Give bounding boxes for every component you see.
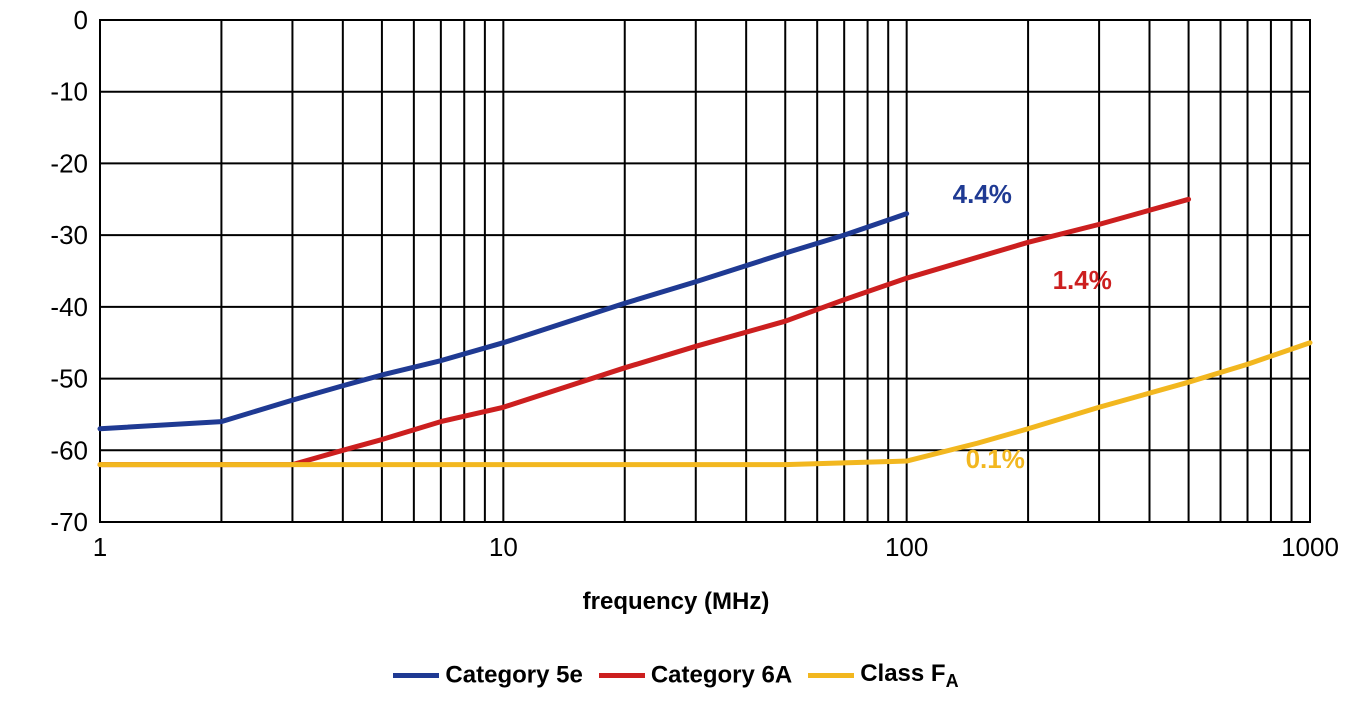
legend-label: Category 6A xyxy=(651,662,792,689)
svg-text:0: 0 xyxy=(74,5,88,35)
svg-text:0.1%: 0.1% xyxy=(966,444,1025,474)
svg-text:-10: -10 xyxy=(50,77,88,107)
svg-text:1000: 1000 xyxy=(1281,532,1339,562)
legend-item: Category 5e xyxy=(393,661,582,690)
legend: Category 5e Category 6A Class FA xyxy=(0,660,1352,692)
x-axis-label: frequency (MHz) xyxy=(0,588,1352,616)
legend-item: Class FA xyxy=(808,660,958,692)
legend-swatch xyxy=(393,673,439,678)
chart-container: 0 -10 -20 -30 -40 -50 -60 -701 10 100 1000 4.4% 1.4%… xyxy=(0,0,1352,703)
legend-swatch xyxy=(808,673,854,678)
legend-item: Category 6A xyxy=(599,661,792,690)
svg-text:-70: -70 xyxy=(50,507,88,537)
legend-swatch xyxy=(599,673,645,678)
svg-text:-60: -60 xyxy=(50,435,88,465)
svg-text:4.4%: 4.4% xyxy=(953,179,1012,209)
svg-text:-20: -20 xyxy=(50,148,88,178)
svg-text:-30: -30 xyxy=(50,220,88,250)
svg-text:10: 10 xyxy=(489,532,518,562)
svg-text:-40: -40 xyxy=(50,292,88,322)
svg-text:1.4%: 1.4% xyxy=(1053,265,1112,295)
svg-text:-50: -50 xyxy=(50,364,88,394)
legend-label: Class FA xyxy=(860,660,958,687)
legend-label: Category 5e xyxy=(445,662,582,689)
svg-text:100: 100 xyxy=(885,532,928,562)
svg-text:1: 1 xyxy=(93,532,107,562)
